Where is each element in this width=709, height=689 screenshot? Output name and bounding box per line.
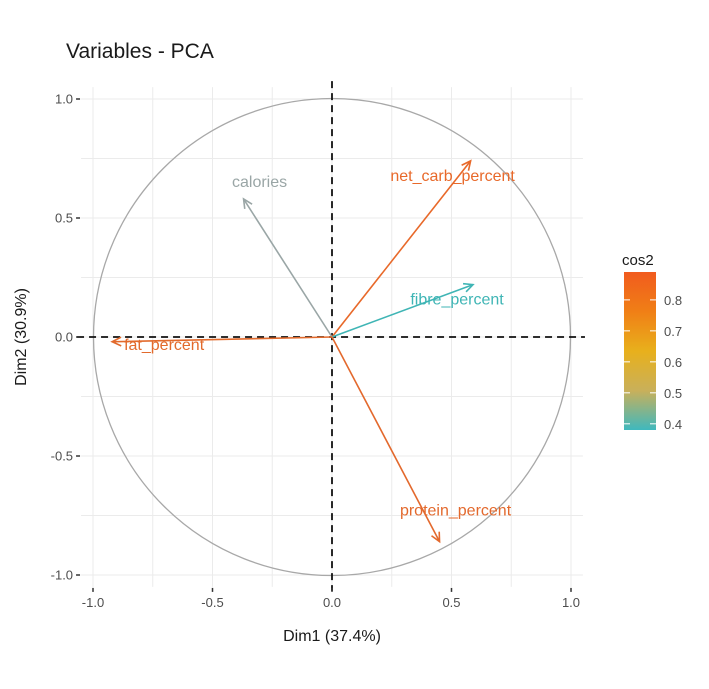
- legend-colorbar: [624, 272, 656, 430]
- legend-tick-label: 0.7: [664, 324, 682, 339]
- legend-tick-label: 0.4: [664, 417, 682, 432]
- arrow-head: [461, 159, 472, 171]
- variable-protein-percent: protein_percent: [331, 336, 512, 544]
- variable-arrows: net_carb_percent fibre_percent calories fat…: [110, 159, 515, 544]
- legend-tick-label: 0.8: [664, 293, 682, 308]
- x-tick-label: 1.0: [562, 595, 580, 610]
- x-tick-label: -0.5: [201, 595, 223, 610]
- arrow-head: [462, 282, 475, 293]
- legend-title: cos2: [622, 252, 654, 269]
- variable-fibre-percent: fibre_percent: [331, 282, 504, 338]
- x-axis-label: Dim1 (37.4%): [283, 628, 381, 645]
- y-tick-label: -1.0: [51, 568, 73, 583]
- arrow-shaft: [112, 336, 333, 343]
- variable-calories: calories: [232, 174, 333, 338]
- variable-label: net_carb_percent: [390, 168, 515, 185]
- y-axis-ticks: -1.0 -0.5 0.0 0.5 1.0: [51, 92, 81, 583]
- x-tick-label: 0.5: [442, 595, 460, 610]
- variable-label: calories: [232, 174, 287, 191]
- y-axis-label: Dim2 (30.9%): [13, 288, 30, 386]
- cos2-legend: cos2 0.8 0.7 0.6 0.5 0.4: [622, 252, 682, 432]
- arrow-shaft: [331, 336, 441, 543]
- x-axis-ticks: -1.0 -0.5 0.0 0.5 1.0: [82, 587, 580, 610]
- y-tick-label: 0.0: [55, 330, 73, 345]
- legend-ticks: 0.8 0.7 0.6 0.5 0.4: [624, 293, 682, 432]
- arrow-shaft: [242, 198, 333, 338]
- arrow-shaft: [331, 160, 472, 338]
- arrow-shaft: [331, 283, 474, 338]
- arrow-head: [110, 336, 122, 347]
- variable-label: fat_percent: [124, 337, 205, 354]
- y-tick-label: 1.0: [55, 92, 73, 107]
- variable-fat-percent: fat_percent: [110, 336, 333, 354]
- variable-label: fibre_percent: [410, 292, 504, 309]
- chart-title: Variables - PCA: [66, 40, 214, 63]
- variable-label: protein_percent: [400, 503, 512, 520]
- variable-net-carb-percent: net_carb_percent: [331, 159, 515, 338]
- y-tick-label: 0.5: [55, 211, 73, 226]
- legend-tick-label: 0.5: [664, 386, 682, 401]
- y-tick-label: -0.5: [51, 449, 73, 464]
- x-tick-label: 0.0: [323, 595, 341, 610]
- arrow-head: [431, 531, 441, 544]
- legend-tick-label: 0.6: [664, 355, 682, 370]
- arrow-head: [242, 197, 253, 209]
- x-tick-label: -1.0: [82, 595, 104, 610]
